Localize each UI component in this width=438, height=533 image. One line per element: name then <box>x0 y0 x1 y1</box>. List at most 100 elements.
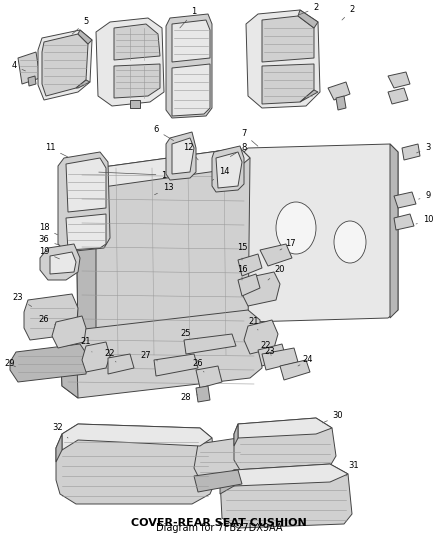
Ellipse shape <box>276 202 316 254</box>
Polygon shape <box>394 192 416 208</box>
Text: 9: 9 <box>419 191 431 200</box>
Text: 23: 23 <box>13 294 32 306</box>
Polygon shape <box>336 96 346 110</box>
Polygon shape <box>82 342 110 372</box>
Polygon shape <box>194 470 242 492</box>
Polygon shape <box>394 214 414 230</box>
Text: 29: 29 <box>5 359 15 368</box>
Polygon shape <box>262 348 298 370</box>
Polygon shape <box>238 274 260 296</box>
Text: 24: 24 <box>298 356 313 366</box>
Polygon shape <box>220 470 234 494</box>
Text: 16: 16 <box>237 265 247 280</box>
Polygon shape <box>172 138 194 174</box>
Polygon shape <box>52 316 86 348</box>
Text: 15: 15 <box>237 244 247 260</box>
Polygon shape <box>66 158 106 212</box>
Text: 21: 21 <box>249 318 259 330</box>
Polygon shape <box>238 254 262 276</box>
Polygon shape <box>38 30 92 100</box>
Polygon shape <box>96 148 250 188</box>
Text: 11: 11 <box>45 143 67 157</box>
Polygon shape <box>390 144 398 318</box>
Text: 23: 23 <box>265 348 276 357</box>
Text: 1: 1 <box>180 7 197 28</box>
Polygon shape <box>388 72 410 88</box>
Polygon shape <box>216 152 242 188</box>
Text: 10: 10 <box>416 215 433 224</box>
Polygon shape <box>58 152 110 252</box>
Text: 1: 1 <box>99 171 166 180</box>
Polygon shape <box>56 434 62 462</box>
Text: 36: 36 <box>39 236 60 245</box>
Text: 6: 6 <box>153 125 173 141</box>
Polygon shape <box>242 272 280 306</box>
Polygon shape <box>66 214 106 250</box>
Polygon shape <box>234 424 238 446</box>
Polygon shape <box>10 344 88 382</box>
Text: 5: 5 <box>72 18 88 34</box>
Text: 27: 27 <box>141 351 157 361</box>
Text: 31: 31 <box>346 462 359 476</box>
Polygon shape <box>40 244 80 280</box>
Text: 2: 2 <box>342 5 355 20</box>
Text: 14: 14 <box>212 167 229 180</box>
Polygon shape <box>76 80 90 88</box>
Polygon shape <box>220 464 352 528</box>
Polygon shape <box>246 10 320 108</box>
Polygon shape <box>114 64 160 98</box>
Polygon shape <box>172 64 210 116</box>
Text: 12: 12 <box>183 143 198 160</box>
Polygon shape <box>240 144 398 322</box>
Polygon shape <box>166 132 196 180</box>
Text: 7: 7 <box>241 130 258 146</box>
Text: 28: 28 <box>181 393 198 402</box>
Polygon shape <box>280 360 310 380</box>
Polygon shape <box>196 386 210 402</box>
Polygon shape <box>172 20 210 62</box>
Polygon shape <box>262 64 314 104</box>
Text: 22: 22 <box>261 342 271 354</box>
Polygon shape <box>262 16 314 62</box>
Polygon shape <box>234 464 348 486</box>
Polygon shape <box>96 18 164 106</box>
Text: 30: 30 <box>322 411 343 423</box>
Polygon shape <box>76 168 96 358</box>
Polygon shape <box>114 24 160 60</box>
Polygon shape <box>108 354 134 374</box>
Polygon shape <box>56 424 216 504</box>
Polygon shape <box>328 82 350 100</box>
Text: 13: 13 <box>155 183 173 195</box>
Text: Diagram for 7FB27DX9AA: Diagram for 7FB27DX9AA <box>156 523 282 533</box>
Text: 26: 26 <box>39 316 56 325</box>
Polygon shape <box>76 148 250 358</box>
Text: 32: 32 <box>53 424 68 438</box>
Polygon shape <box>212 146 244 192</box>
Polygon shape <box>234 418 336 470</box>
Polygon shape <box>60 310 262 398</box>
Polygon shape <box>62 424 212 450</box>
Polygon shape <box>154 354 198 376</box>
Text: 20: 20 <box>268 265 285 280</box>
Text: 3: 3 <box>417 143 431 153</box>
Polygon shape <box>184 334 236 354</box>
Polygon shape <box>194 438 242 480</box>
Polygon shape <box>196 366 222 388</box>
Polygon shape <box>244 320 278 354</box>
Polygon shape <box>298 10 318 28</box>
Polygon shape <box>388 88 408 104</box>
Text: COVER-REAR SEAT CUSHION: COVER-REAR SEAT CUSHION <box>131 518 307 528</box>
Polygon shape <box>402 144 420 160</box>
Text: 26: 26 <box>193 359 204 372</box>
Polygon shape <box>18 52 40 84</box>
Polygon shape <box>130 100 140 108</box>
Polygon shape <box>28 76 36 86</box>
Polygon shape <box>78 30 92 44</box>
Polygon shape <box>258 344 286 366</box>
Text: 19: 19 <box>39 247 60 259</box>
Text: 25: 25 <box>181 329 198 339</box>
Polygon shape <box>238 418 332 438</box>
Polygon shape <box>50 252 76 274</box>
Ellipse shape <box>334 221 366 263</box>
Polygon shape <box>300 90 318 102</box>
